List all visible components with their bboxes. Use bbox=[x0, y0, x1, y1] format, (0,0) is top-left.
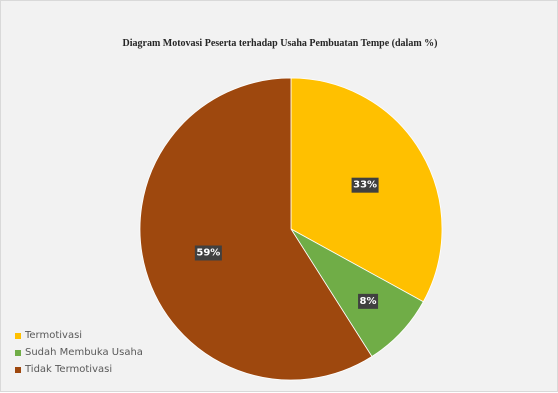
pie-slice-3 bbox=[139, 77, 373, 381]
legend-swatch bbox=[15, 366, 21, 373]
legend-item-2: Sudah Membuka Usaha bbox=[15, 344, 143, 361]
data-label-2: 8% bbox=[358, 293, 379, 309]
legend: Termotivasi Sudah Membuka Usaha Tidak Term… bbox=[15, 327, 143, 378]
data-label-text: 8% bbox=[360, 296, 377, 307]
legend-label: Termotivasi bbox=[25, 330, 83, 341]
legend-item-3: Tidak Termotivasi bbox=[15, 361, 143, 378]
data-label-box bbox=[194, 245, 222, 261]
data-label-box bbox=[358, 293, 379, 309]
chart-title: Diagram Motovasi Peserta terhadap Usaha … bbox=[122, 38, 438, 49]
legend-swatch bbox=[15, 349, 21, 356]
data-label-text: 33% bbox=[353, 180, 377, 191]
data-label-3: 59% bbox=[194, 245, 222, 261]
data-label-text: 59% bbox=[196, 248, 220, 259]
legend-label: Sudah Membuka Usaha bbox=[25, 347, 143, 358]
data-label-box bbox=[351, 177, 379, 193]
legend-swatch bbox=[15, 332, 21, 339]
data-label-1: 33% bbox=[351, 177, 379, 193]
legend-label: Tidak Termotivasi bbox=[25, 364, 113, 375]
legend-item-1: Termotivasi bbox=[15, 327, 143, 344]
